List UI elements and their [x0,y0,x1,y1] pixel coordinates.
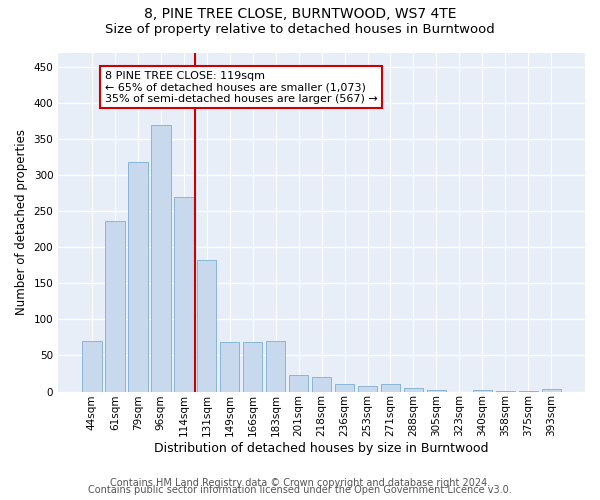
Text: Contains HM Land Registry data © Crown copyright and database right 2024.: Contains HM Land Registry data © Crown c… [110,478,490,488]
Y-axis label: Number of detached properties: Number of detached properties [15,129,28,315]
Bar [404,388,423,392]
Text: Contains public sector information licensed under the Open Government Licence v3: Contains public sector information licen… [88,485,512,495]
Bar [473,390,492,392]
Text: Size of property relative to detached houses in Burntwood: Size of property relative to detached ho… [105,22,495,36]
Text: 8, PINE TREE CLOSE, BURNTWOOD, WS7 4TE: 8, PINE TREE CLOSE, BURNTWOOD, WS7 4TE [144,8,456,22]
Bar [82,341,101,392]
Text: 8 PINE TREE CLOSE: 119sqm
← 65% of detached houses are smaller (1,073)
35% of se: 8 PINE TREE CLOSE: 119sqm ← 65% of detac… [104,70,377,104]
Bar [174,197,194,392]
Bar [542,390,561,392]
Bar [496,391,515,392]
Bar [105,220,125,392]
X-axis label: Distribution of detached houses by size in Burntwood: Distribution of detached houses by size … [154,442,489,455]
Bar [128,162,148,392]
Bar [427,390,446,392]
Bar [335,384,355,392]
Bar [518,391,538,392]
Bar [358,386,377,392]
Bar [197,260,217,392]
Bar [312,377,331,392]
Bar [243,342,262,392]
Bar [289,375,308,392]
Bar [151,124,170,392]
Bar [266,341,286,392]
Bar [220,342,239,392]
Bar [381,384,400,392]
